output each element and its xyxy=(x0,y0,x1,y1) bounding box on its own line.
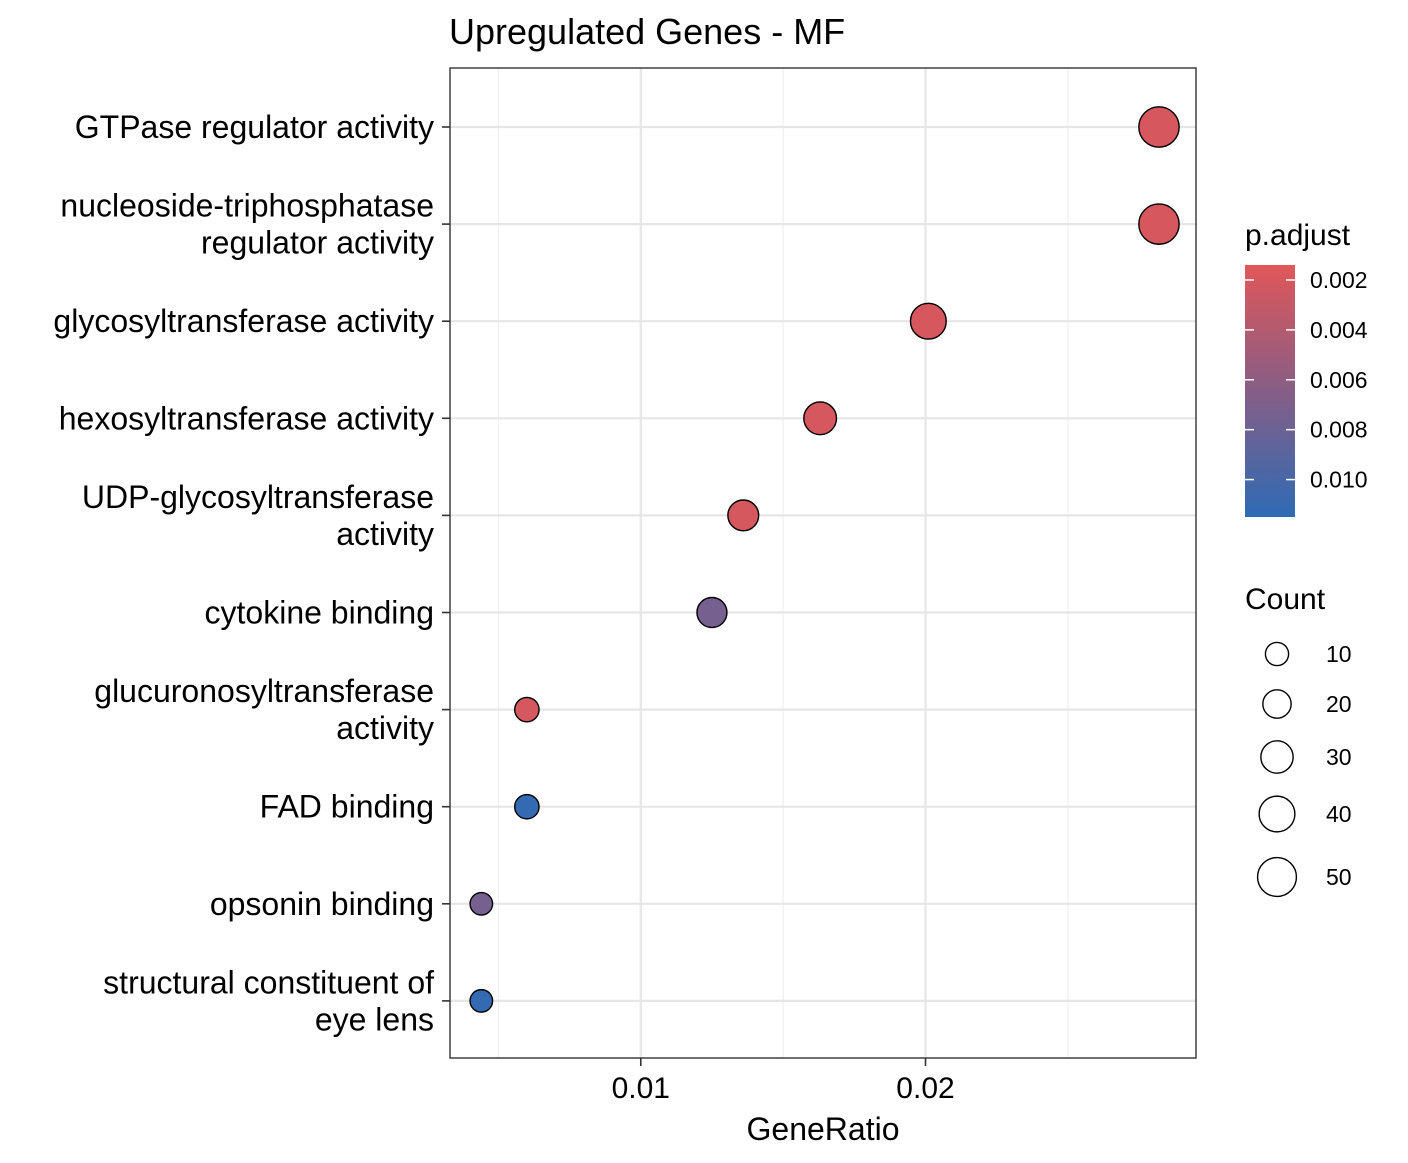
chart-title: Upregulated Genes - MF xyxy=(449,11,845,52)
data-point xyxy=(514,696,540,723)
data-points xyxy=(469,106,1180,1013)
y-tick-label: opsonin binding xyxy=(210,886,434,922)
panel-border xyxy=(449,67,1197,1059)
size-legend-key xyxy=(1258,795,1296,833)
color-legend-label: 0.002 xyxy=(1310,267,1368,293)
color-bar xyxy=(1245,265,1295,517)
data-point xyxy=(696,596,728,629)
y-tick-label: UDP-glycosyltransferase activity xyxy=(82,479,434,552)
size-legend-key xyxy=(1264,641,1290,667)
data-point xyxy=(909,302,947,340)
color-legend-label: 0.008 xyxy=(1310,417,1368,443)
y-tick-label: GTPase regulator activity xyxy=(75,109,434,145)
size-legend-key xyxy=(1262,689,1292,719)
x-tick-label: 0.02 xyxy=(896,1072,954,1105)
size-legend-label: 10 xyxy=(1326,641,1352,667)
color-legend-label: 0.006 xyxy=(1310,367,1368,393)
count-legend: Count 10 20 30 40 50 xyxy=(1245,583,1352,898)
y-tick-label: nucleoside-triphosphatase regulator activ… xyxy=(60,188,434,261)
y-axis-labels: GTPase regulator activity nucleoside-trip… xyxy=(53,109,450,1037)
size-legend-label: 40 xyxy=(1326,801,1352,827)
color-legend-label: 0.010 xyxy=(1310,467,1368,493)
data-point xyxy=(1138,203,1180,245)
data-point xyxy=(469,891,494,916)
plot-panel xyxy=(449,67,1197,1059)
size-legend-key xyxy=(1256,856,1298,898)
p-adjust-legend: p.adjust 0.002 0.004 0.006 0.008 0.010 xyxy=(1245,219,1368,517)
size-legend-key xyxy=(1260,740,1294,774)
x-tick-label: 0.01 xyxy=(612,1072,670,1105)
y-tick-label: hexosyltransferase activity xyxy=(59,400,434,436)
y-tick-label: cytokine binding xyxy=(205,595,434,631)
size-legend-label: 30 xyxy=(1326,744,1352,770)
color-legend-title: p.adjust xyxy=(1245,219,1351,252)
data-point xyxy=(727,499,760,532)
data-point xyxy=(1138,106,1180,148)
data-point xyxy=(803,401,838,436)
panel-background xyxy=(450,68,1196,1058)
size-legend-label: 20 xyxy=(1326,691,1352,717)
y-tick-label: glycosyltransferase activity xyxy=(53,303,434,339)
x-axis-title: GeneRatio xyxy=(747,1111,900,1147)
size-legend-label: 50 xyxy=(1326,864,1352,890)
data-point xyxy=(469,988,494,1013)
data-point xyxy=(514,793,540,820)
y-tick-label: structural constituent of eye lens xyxy=(103,964,434,1037)
size-legend-title: Count xyxy=(1245,583,1326,616)
x-axis: 0.01 0.02 xyxy=(612,1058,955,1105)
color-legend-label: 0.004 xyxy=(1310,317,1368,343)
y-tick-label: FAD binding xyxy=(260,789,434,825)
y-tick-label: glucuronosyltransferase activity xyxy=(94,673,434,746)
